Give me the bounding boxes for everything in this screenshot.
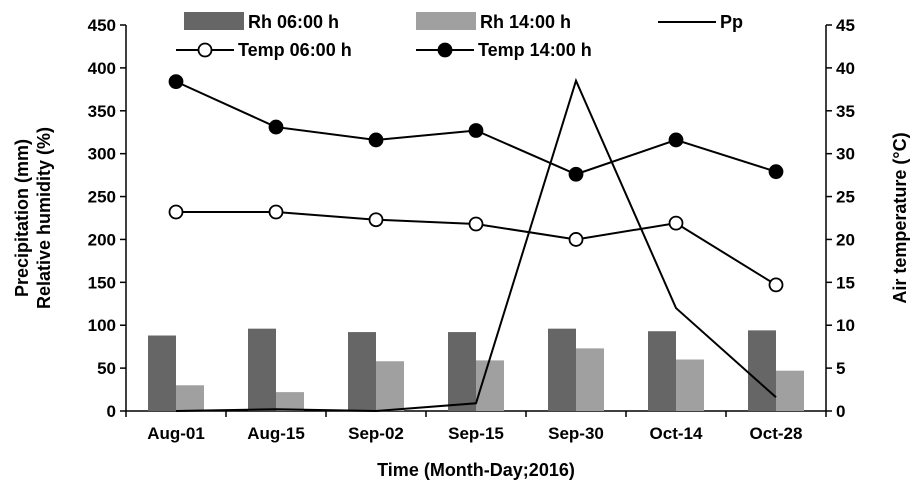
right-y-axis-title: Air temperature (°C) — [890, 132, 910, 303]
x-tick-label: Oct-14 — [650, 424, 703, 443]
x-tick-label: Sep-15 — [448, 424, 504, 443]
x-ticks: Aug-01 Aug-15 Sep-02 Sep-15 Sep-30 Oct-14 Oct-… — [125, 411, 827, 443]
bar-rh-0600 — [248, 328, 276, 411]
bar-rh-1400 — [276, 392, 304, 411]
right-y-tick-label: 20 — [836, 230, 855, 249]
point-temp-1400 — [268, 119, 284, 135]
left-y-tick-label: 400 — [88, 59, 116, 78]
bar-rh-1400 — [376, 361, 404, 411]
legend-marker — [197, 42, 213, 58]
legend-label: Pp — [720, 12, 743, 32]
legend-marker — [437, 42, 453, 58]
point-temp-1400 — [368, 132, 384, 148]
left-y-tick-label: 100 — [88, 316, 116, 335]
left-y-ticks: 0 50 100 150 200 250 300 350 400 450 — [88, 16, 126, 421]
legend-label: Rh 06:00 h — [248, 12, 339, 32]
point-temp-0600 — [668, 215, 684, 231]
line-series — [168, 74, 784, 413]
x-tick-label: Sep-02 — [348, 424, 404, 443]
bar-rh-0600 — [148, 335, 176, 411]
legend-label: Rh 14:00 h — [480, 12, 571, 32]
right-y-tick-label: 15 — [836, 273, 855, 292]
right-y-tick-label: 35 — [836, 102, 855, 121]
left-y-tick-label: 300 — [88, 145, 116, 164]
right-y-tick-label: 5 — [836, 359, 845, 378]
point-temp-0600 — [268, 204, 284, 220]
bar-rh-0600 — [548, 328, 576, 411]
right-y-tick-label: 40 — [836, 59, 855, 78]
left-y-axis-title-line2: Relative humidity (%) — [34, 127, 54, 309]
legend-label: Temp 14:00 h — [478, 40, 592, 60]
point-temp-0600 — [768, 277, 784, 293]
left-y-tick-label: 350 — [88, 102, 116, 121]
left-y-axis-title-line1: Precipitation (mm) — [12, 139, 32, 297]
left-y-tick-label: 150 — [88, 273, 116, 292]
x-tick-label: Aug-15 — [247, 424, 305, 443]
x-tick-label: Oct-28 — [750, 424, 803, 443]
right-y-tick-label: 30 — [836, 145, 855, 164]
legend-swatch — [184, 12, 244, 30]
point-temp-0600 — [568, 232, 584, 247]
left-y-tick-label: 250 — [88, 188, 116, 207]
left-y-tick-label: 200 — [88, 230, 116, 249]
left-y-tick-label: 50 — [97, 359, 116, 378]
x-tick-label: Sep-30 — [548, 424, 604, 443]
bar-rh-0600 — [348, 332, 376, 411]
bar-rh-1400 — [176, 385, 204, 411]
right-y-tick-label: 0 — [836, 402, 845, 421]
point-temp-0600 — [468, 216, 484, 232]
bars — [148, 328, 804, 411]
bar-rh-0600 — [748, 330, 776, 411]
point-temp-1400 — [468, 123, 484, 138]
x-tick-label: Aug-01 — [147, 424, 205, 443]
point-temp-1400 — [568, 166, 584, 182]
point-temp-1400 — [668, 132, 684, 148]
legend-label: Temp 06:00 h — [238, 40, 352, 60]
bar-rh-1400 — [576, 348, 604, 411]
point-temp-1400 — [168, 74, 184, 90]
point-temp-0600 — [368, 212, 384, 228]
right-y-ticks: 0 5 10 15 20 25 30 35 40 45 — [826, 16, 855, 421]
bar-rh-1400 — [476, 360, 504, 411]
right-y-tick-label: 45 — [836, 16, 855, 35]
right-y-tick-label: 25 — [836, 188, 855, 207]
point-temp-0600 — [168, 204, 184, 220]
bar-rh-0600 — [448, 332, 476, 411]
bar-rh-1400 — [776, 370, 804, 411]
left-y-tick-label: 450 — [88, 16, 116, 35]
right-y-tick-label: 10 — [836, 316, 855, 335]
line-pp — [175, 77, 777, 413]
legend: Rh 06:00 h Rh 14:00 h Pp Temp 06:00 h Temp 1… — [176, 12, 743, 60]
left-y-tick-label: 0 — [107, 402, 116, 421]
bar-rh-0600 — [648, 331, 676, 411]
x-axis-title: Time (Month-Day;2016) — [377, 460, 575, 480]
bar-rh-1400 — [676, 359, 704, 411]
point-temp-1400 — [768, 164, 784, 180]
legend-swatch — [416, 12, 476, 30]
